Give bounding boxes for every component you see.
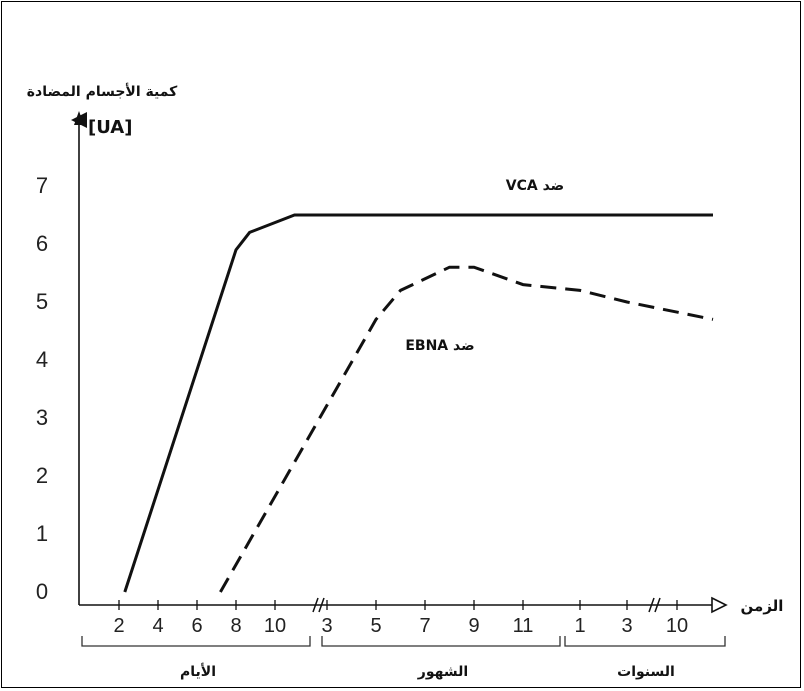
y-axis-arrow [74, 111, 84, 125]
x-segment-label: الشهور [417, 664, 468, 680]
x-tick-label: 11 [513, 615, 534, 637]
y-tick-label: 5 [36, 289, 48, 314]
x-tick-label: 4 [152, 615, 163, 637]
x-tick-label: 8 [230, 615, 241, 637]
y-tick-label: 6 [36, 231, 48, 256]
x-tick-label: 3 [321, 615, 332, 637]
series-label-vca: ضد VCA [506, 178, 564, 194]
y-tick-label: 4 [36, 347, 48, 372]
y-axis-title: كمية الأجسام المضادة [27, 83, 178, 100]
x-axis-title: الزمن [741, 597, 784, 615]
x-tick-label: 3 [621, 615, 632, 637]
y-tick-label: 2 [36, 463, 48, 488]
segment-brackets [81, 636, 726, 647]
axis-break-1 [312, 597, 325, 613]
y-axis-unit: [UA] [88, 117, 132, 138]
series-line-vca [123, 213, 713, 593]
x-tick-label: 7 [419, 615, 430, 637]
x-tick-label: 10 [264, 615, 286, 637]
x-tick-label: 10 [666, 615, 688, 637]
x-tick-label: 1 [574, 615, 585, 637]
x-tick-label: 6 [191, 615, 202, 637]
y-tick-label: 3 [36, 405, 48, 430]
x-tick-label: 5 [370, 615, 381, 637]
y-tick-label: 7 [36, 173, 48, 198]
x-segment-label: الأيام [180, 663, 216, 680]
x-axis-arrow [711, 596, 728, 614]
series-label-ebna: ضد EBNA [405, 338, 474, 354]
x-tick-label: 2 [113, 615, 124, 637]
series-line-ebna [219, 265, 714, 593]
x-segment-label: السنوات [617, 664, 675, 680]
y-tick-label: 0 [36, 579, 48, 604]
x-tick-label: 9 [468, 615, 479, 637]
axis-break-2 [648, 597, 661, 613]
y-tick-label: 1 [36, 521, 48, 546]
